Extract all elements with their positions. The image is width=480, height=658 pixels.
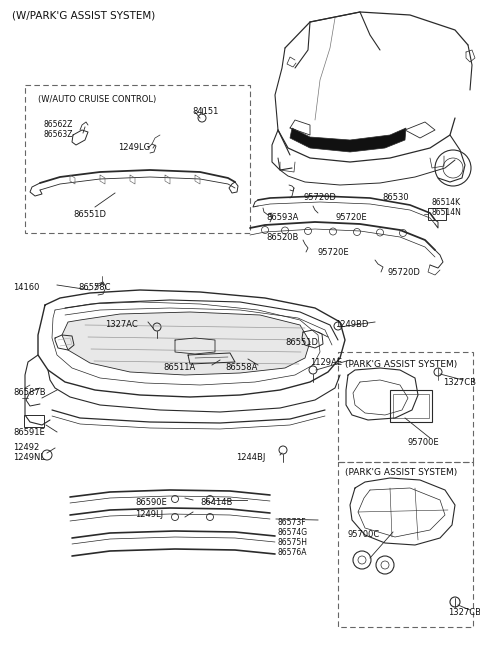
Text: 86593A: 86593A	[266, 213, 299, 222]
Text: 95700C: 95700C	[348, 530, 380, 539]
Text: 86511A: 86511A	[163, 363, 195, 372]
Text: 86574G: 86574G	[278, 528, 308, 537]
Text: 95700E: 95700E	[408, 438, 440, 447]
Text: 95720D: 95720D	[388, 268, 421, 277]
Text: 86514K: 86514K	[432, 198, 461, 207]
Text: (W/AUTO CRUISE CONTROL): (W/AUTO CRUISE CONTROL)	[38, 95, 156, 104]
Text: 86558A: 86558A	[225, 363, 257, 372]
Text: 95720E: 95720E	[335, 213, 367, 222]
Text: 12492: 12492	[13, 443, 39, 452]
Polygon shape	[62, 312, 310, 375]
Text: 1327CB: 1327CB	[443, 378, 476, 387]
Text: 86590E: 86590E	[135, 498, 167, 507]
Text: 86520B: 86520B	[266, 233, 299, 242]
Text: 86591E: 86591E	[13, 428, 45, 437]
Text: (PARK'G ASSIST SYSTEM): (PARK'G ASSIST SYSTEM)	[345, 468, 457, 477]
Polygon shape	[290, 128, 406, 152]
Text: 86530: 86530	[382, 193, 408, 202]
Text: 86558C: 86558C	[78, 283, 110, 292]
Text: 86576A: 86576A	[278, 548, 308, 557]
Bar	[24, 415, 44, 427]
Bar	[338, 352, 473, 462]
Text: 86514N: 86514N	[432, 208, 462, 217]
Text: 84151: 84151	[192, 107, 218, 116]
Text: (W/PARK'G ASSIST SYSTEM): (W/PARK'G ASSIST SYSTEM)	[12, 10, 155, 20]
Text: 1129AE: 1129AE	[310, 358, 342, 367]
Text: 1327CB: 1327CB	[448, 608, 480, 617]
Bar	[393, 394, 429, 418]
Text: 1249LJ: 1249LJ	[135, 510, 163, 519]
Text: (PARK'G ASSIST SYSTEM): (PARK'G ASSIST SYSTEM)	[345, 360, 457, 369]
Text: 86587B: 86587B	[13, 388, 46, 397]
Text: 86551D: 86551D	[73, 210, 106, 219]
Text: 1244BJ: 1244BJ	[236, 453, 265, 462]
Text: 14160: 14160	[13, 283, 39, 292]
Text: 86563Z: 86563Z	[43, 130, 72, 139]
Text: 95720E: 95720E	[318, 248, 349, 257]
Bar	[390, 390, 432, 422]
Bar	[25, 85, 250, 233]
Text: 86551D: 86551D	[285, 338, 318, 347]
Text: 1249LG: 1249LG	[118, 143, 150, 152]
Text: 86573F: 86573F	[278, 518, 307, 527]
Bar	[428, 208, 446, 220]
Bar	[338, 462, 473, 627]
Text: 86575H: 86575H	[278, 538, 308, 547]
Text: 1327AC: 1327AC	[105, 320, 138, 329]
Text: 86562Z: 86562Z	[43, 120, 72, 129]
Text: 95720D: 95720D	[303, 193, 336, 202]
Text: 1249BD: 1249BD	[335, 320, 368, 329]
Text: 1249NL: 1249NL	[13, 453, 45, 462]
Text: 86414B: 86414B	[200, 498, 232, 507]
